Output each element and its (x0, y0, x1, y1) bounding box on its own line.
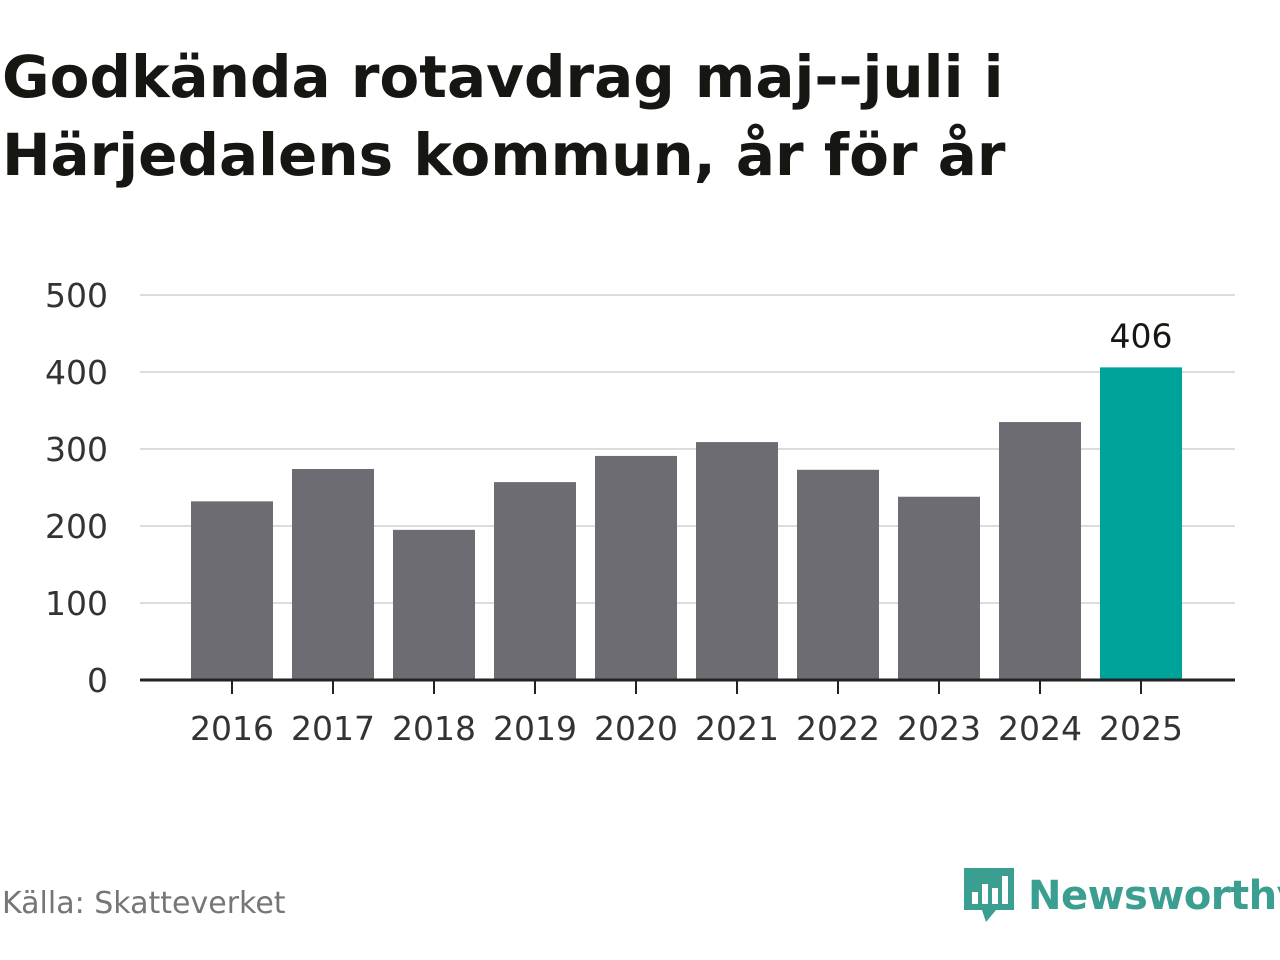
x-tick-label-2017: 2017 (291, 709, 375, 748)
bar-2017 (292, 469, 374, 680)
bar-2025 (1100, 367, 1182, 680)
data-label-2025: 406 (1110, 316, 1173, 355)
y-tick-label: 0 (87, 661, 108, 700)
newsworthy-logo-icon (964, 868, 1014, 922)
x-axis-ticks: 2016 2017 2018 2019 2020 2021 2022 2023 2024 2025 (190, 680, 1183, 748)
bar-2016 (191, 501, 273, 680)
bar-2022 (797, 469, 879, 680)
bar-chart: 0 100 200 300 400 500 406 2016 2017 2018 2019 202… (45, 276, 1235, 748)
x-tick-label-2024: 2024 (998, 709, 1082, 748)
bar-2023 (898, 496, 980, 680)
source-note: Källa: Skatteverket (2, 886, 286, 921)
newsworthy-logo: Newsworthy (964, 864, 1280, 928)
x-tick-label-2022: 2022 (796, 709, 880, 748)
bar-2019 (494, 482, 576, 680)
bars (191, 367, 1182, 680)
x-tick-label-2019: 2019 (493, 709, 577, 748)
y-tick-label: 200 (45, 507, 108, 546)
chart-title: Godkända rotavdrag maj--juli i Härjedale… (2, 43, 1006, 189)
x-tick-label-2021: 2021 (695, 709, 779, 748)
data-labels: 406 (1110, 316, 1173, 355)
y-tick-label: 500 (45, 276, 108, 315)
x-tick-label-2016: 2016 (190, 709, 274, 748)
x-tick-label-2025: 2025 (1099, 709, 1183, 748)
bar-2021 (696, 442, 778, 680)
bar-2020 (595, 455, 677, 680)
y-tick-label: 100 (45, 584, 108, 623)
y-tick-label: 300 (45, 430, 108, 469)
bar-2018 (393, 529, 475, 680)
x-tick-label-2023: 2023 (897, 709, 981, 748)
y-axis-ticks: 0 100 200 300 400 500 (45, 276, 108, 700)
x-tick-label-2018: 2018 (392, 709, 476, 748)
bar-2024 (999, 422, 1081, 680)
x-tick-label-2020: 2020 (594, 709, 678, 748)
y-tick-label: 400 (45, 353, 108, 392)
brand-name: Newsworthy (1028, 873, 1280, 919)
